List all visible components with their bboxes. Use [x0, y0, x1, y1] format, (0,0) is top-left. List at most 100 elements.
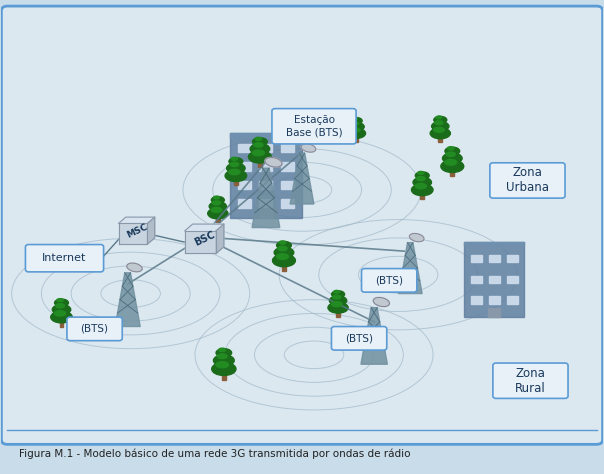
Ellipse shape [248, 151, 271, 163]
Ellipse shape [277, 241, 291, 249]
Bar [336, 308, 340, 317]
Ellipse shape [229, 169, 240, 175]
Bar [464, 242, 524, 246]
Bar [489, 276, 500, 283]
Ellipse shape [445, 147, 460, 155]
Bar [230, 133, 302, 218]
Ellipse shape [334, 291, 339, 293]
Ellipse shape [255, 137, 262, 140]
Text: BSC: BSC [192, 230, 216, 248]
Bar [258, 157, 262, 167]
Ellipse shape [410, 233, 424, 242]
Ellipse shape [446, 152, 455, 156]
FancyBboxPatch shape [490, 163, 565, 198]
Ellipse shape [217, 354, 227, 359]
Ellipse shape [351, 122, 359, 125]
FancyBboxPatch shape [362, 269, 417, 292]
Text: MSC: MSC [125, 222, 149, 239]
Polygon shape [118, 217, 155, 223]
Bar [260, 200, 272, 208]
Ellipse shape [226, 163, 245, 173]
Ellipse shape [347, 128, 365, 138]
Bar [281, 181, 294, 189]
Ellipse shape [265, 157, 282, 167]
Bar [471, 255, 482, 263]
Text: (BTS): (BTS) [345, 333, 373, 343]
Ellipse shape [352, 117, 358, 120]
Ellipse shape [418, 172, 424, 174]
Polygon shape [216, 224, 224, 254]
Ellipse shape [56, 304, 65, 308]
Ellipse shape [209, 202, 226, 211]
FancyBboxPatch shape [25, 245, 104, 272]
Polygon shape [361, 308, 387, 364]
Bar [222, 369, 226, 380]
Bar [439, 133, 442, 142]
Ellipse shape [225, 170, 246, 182]
Bar [489, 296, 500, 304]
Text: Zona
Rural: Zona Rural [515, 367, 546, 395]
Polygon shape [185, 224, 224, 231]
Bar [260, 144, 272, 152]
Bar [60, 317, 63, 327]
Bar [234, 176, 238, 185]
FancyBboxPatch shape [332, 327, 387, 350]
Bar [216, 213, 220, 222]
Ellipse shape [250, 144, 270, 154]
Bar [260, 181, 272, 189]
Bar [230, 133, 302, 137]
Bar [471, 276, 482, 283]
Ellipse shape [252, 150, 265, 156]
Ellipse shape [127, 263, 142, 272]
Text: (BTS): (BTS) [80, 324, 109, 334]
FancyBboxPatch shape [1, 6, 603, 444]
Bar [471, 296, 482, 304]
Bar [507, 276, 518, 283]
Ellipse shape [212, 363, 236, 375]
Ellipse shape [272, 255, 295, 267]
Ellipse shape [214, 196, 219, 199]
Polygon shape [185, 231, 216, 254]
Ellipse shape [211, 197, 224, 203]
Ellipse shape [443, 153, 462, 164]
Ellipse shape [332, 291, 344, 298]
Ellipse shape [373, 298, 390, 307]
Ellipse shape [211, 207, 222, 212]
Ellipse shape [216, 362, 228, 368]
Bar [281, 162, 294, 171]
Ellipse shape [416, 176, 425, 181]
Bar [420, 190, 424, 199]
Ellipse shape [254, 143, 263, 147]
Ellipse shape [350, 128, 360, 132]
Ellipse shape [435, 121, 443, 125]
Bar [259, 208, 273, 218]
Ellipse shape [230, 162, 239, 166]
Bar [507, 255, 518, 263]
Ellipse shape [252, 138, 268, 146]
Bar [281, 200, 294, 208]
Ellipse shape [219, 348, 226, 352]
Ellipse shape [53, 305, 71, 315]
Bar [282, 261, 286, 271]
Ellipse shape [208, 208, 228, 219]
Text: Estação
Base (BTS): Estação Base (BTS) [286, 116, 342, 137]
FancyBboxPatch shape [67, 317, 122, 341]
Bar [281, 144, 294, 152]
Text: Zona
Urbana: Zona Urbana [506, 166, 549, 194]
Ellipse shape [213, 201, 220, 205]
Ellipse shape [445, 159, 457, 165]
Ellipse shape [434, 117, 447, 123]
Polygon shape [115, 273, 140, 327]
Polygon shape [252, 168, 280, 228]
Ellipse shape [432, 122, 449, 131]
Ellipse shape [54, 310, 66, 316]
FancyBboxPatch shape [493, 363, 568, 398]
Bar [238, 144, 251, 152]
Bar [464, 242, 524, 317]
Ellipse shape [216, 349, 231, 357]
Ellipse shape [277, 254, 288, 259]
Text: (BTS): (BTS) [375, 275, 403, 285]
FancyBboxPatch shape [272, 109, 356, 144]
Ellipse shape [329, 296, 347, 305]
Text: Internet: Internet [42, 253, 87, 263]
